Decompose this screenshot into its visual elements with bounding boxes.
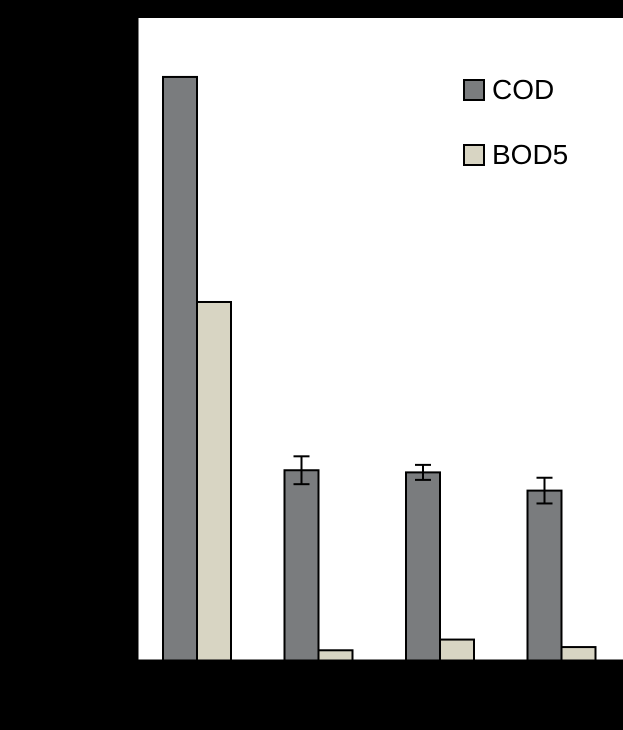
legend-label-cod: COD bbox=[492, 74, 554, 105]
bar-bod5-3 bbox=[439, 638, 475, 662]
legend-swatch-bod5 bbox=[463, 144, 485, 166]
error-bars-group bbox=[293, 455, 553, 505]
bar-bod5-1 bbox=[196, 300, 232, 662]
legend-swatch-cod bbox=[463, 79, 485, 101]
bar-cod-3 bbox=[405, 471, 441, 662]
legend: COD BOD5 bbox=[463, 74, 568, 170]
bar-cod-2 bbox=[283, 469, 320, 663]
axes-group bbox=[125, 16, 623, 673]
bars-group bbox=[162, 75, 597, 663]
bar-bod5-2 bbox=[317, 649, 354, 662]
bar-bod5-4 bbox=[560, 646, 597, 663]
bar-cod-1 bbox=[162, 75, 198, 663]
legend-label-bod5: BOD5 bbox=[492, 139, 568, 170]
bar-cod-4 bbox=[526, 489, 563, 663]
